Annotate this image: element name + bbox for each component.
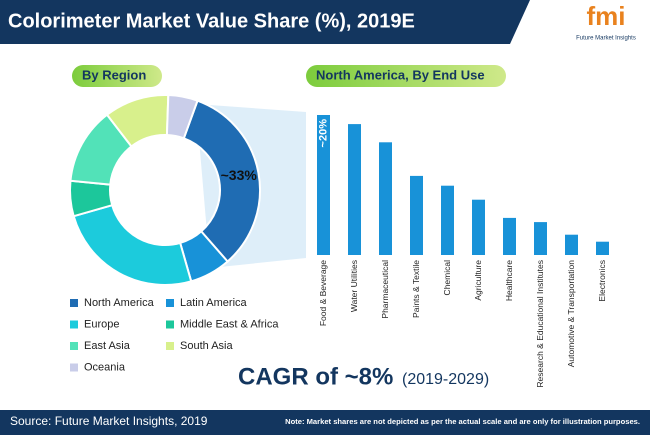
donut-segment [165,94,199,140]
x-tick-label: Research & Educational Institutes [535,260,545,388]
section-title: North America, By End Use [316,67,485,82]
section-title: By Region [82,67,146,82]
bar [441,185,454,255]
legend-swatch [70,342,78,350]
x-tick-label: Automotive & Transportation [566,260,576,368]
source: Source: Future Market Insights, 2019 [10,414,208,428]
bar [503,217,516,255]
legend-label: North America [84,297,155,309]
bar [596,241,609,255]
data-label: ~20% [317,119,329,148]
legend-label: Middle East & Africa [180,318,279,330]
bar [379,142,392,255]
donut-segment [72,203,193,286]
donut-segment [182,99,261,263]
cagr: CAGR of ~8% [238,363,393,390]
footer-band [0,410,650,435]
header-band [0,0,530,44]
legend-label: Latin America [180,297,248,309]
legend-label: East Asia [84,340,131,352]
bar [472,199,485,255]
page-title: Colorimeter Market Value Share (%), 2019… [8,10,415,32]
x-tick-label: Healthcare [504,260,514,301]
bar [565,234,578,255]
legend-label: Oceania [84,361,126,373]
section-pill [306,65,506,87]
note: Note: Market shares are not depicted as … [285,417,640,426]
bar [348,124,361,255]
logo: fmi [587,1,626,31]
legend-swatch [70,299,78,307]
legend-swatch [70,320,78,329]
legend-label: South Asia [180,340,233,352]
x-tick-label: Water Utilities [349,260,359,312]
x-tick-label: Electronics [597,260,607,302]
bar [534,222,547,255]
legend-label: Europe [84,318,119,330]
bar [317,115,330,255]
section-pill [72,65,162,87]
x-tick-label: Chemical [442,260,452,296]
legend-swatch [70,363,78,372]
x-tick-label: Agriculture [473,260,483,301]
cagr-period: (2019-2029) [402,371,489,388]
bar [410,175,423,255]
x-tick-label: Food & Beverage [318,260,328,326]
legend-swatch [166,299,174,307]
x-tick-label: Paints & Textile [411,260,421,318]
x-tick-label: Pharmaceutical [380,260,390,319]
legend-swatch [166,320,174,329]
data-label: ~33% [221,167,258,183]
legend-swatch [166,342,174,350]
logo-tagline: Future Market Insights [576,36,636,42]
